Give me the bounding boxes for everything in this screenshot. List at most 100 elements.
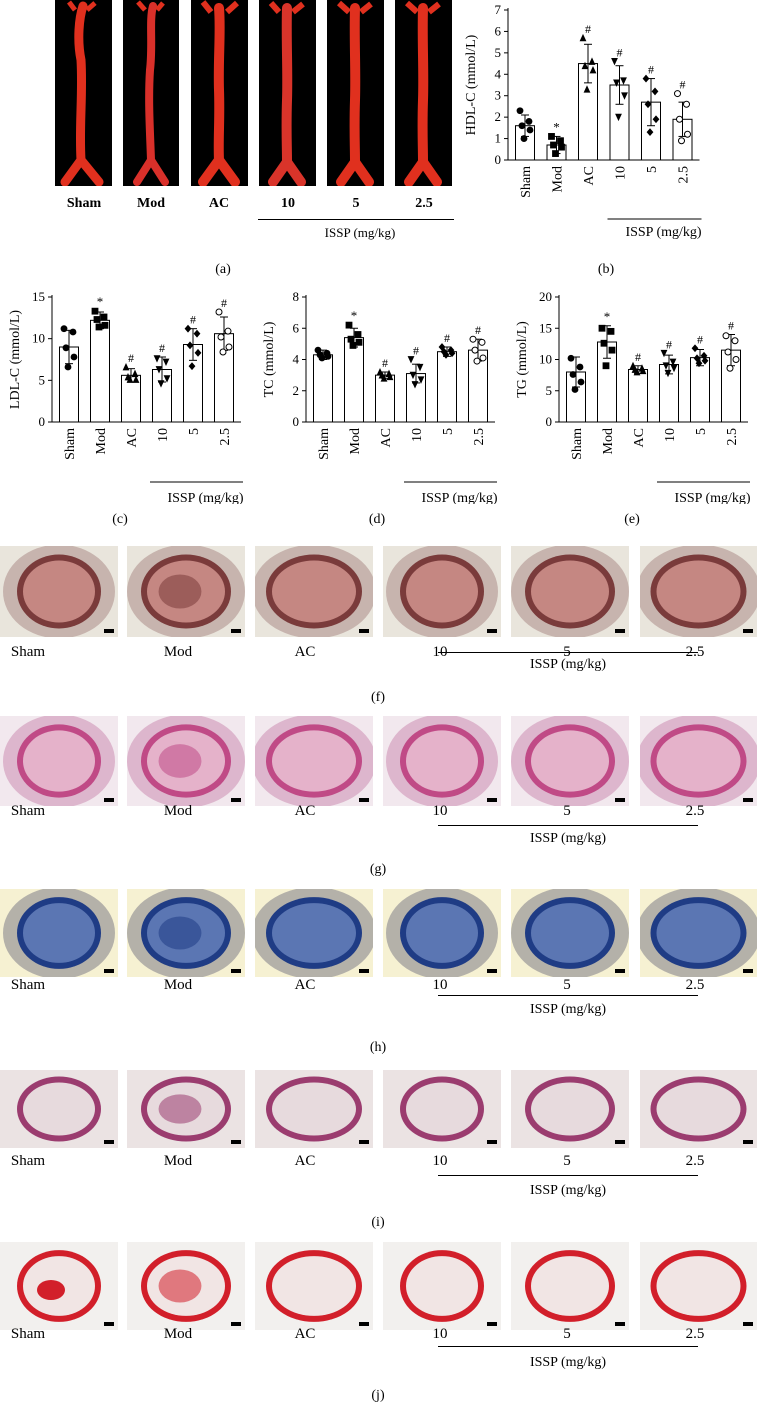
x-tick-label: 5 (187, 428, 202, 435)
scale-bar (743, 1322, 753, 1326)
data-point-c1 (416, 363, 424, 372)
data-point-c1 (607, 327, 615, 335)
x-tick-label: 10 (156, 428, 171, 442)
data-point-c1 (100, 313, 108, 321)
group-label-mod: Mod (163, 1153, 193, 1169)
y-tick-label: 0 (495, 152, 502, 167)
panel-letter-e: (e) (624, 512, 640, 527)
significance-marker: # (382, 356, 388, 370)
panel-letter-i: (i) (371, 1215, 385, 1230)
group-label-sham: Sham (10, 644, 46, 660)
plaque (37, 1280, 65, 1300)
significance-marker: # (697, 332, 703, 346)
data-point-c1 (620, 77, 627, 85)
data-point-c4 (726, 364, 734, 372)
data-point-c4 (188, 362, 196, 371)
x-tick-label: AC (632, 428, 647, 447)
scale-bar (231, 629, 241, 633)
y-tick-label: 10 (32, 331, 45, 346)
data-point-c2 (644, 100, 652, 109)
scale-bar (743, 1140, 753, 1144)
vessel-lumen (656, 1256, 741, 1316)
micrograph-h-5 (511, 889, 629, 977)
data-point-c3 (652, 115, 660, 124)
aorta-photo-sham (55, 0, 112, 186)
data-point-c1 (162, 358, 170, 366)
vessel-lumen (656, 903, 741, 963)
aorta-photo-mod (123, 0, 179, 186)
x-tick-label: AC (379, 428, 394, 447)
data-point-c4 (646, 128, 654, 137)
data-point-c2 (581, 61, 589, 70)
group-label-mod: Mod (163, 803, 193, 819)
data-point-c1 (478, 338, 486, 346)
group-label-2-5: 2.5 (415, 196, 433, 211)
group-label-2-5: 2.5 (685, 1153, 705, 1169)
data-point-c3 (132, 375, 140, 383)
vessel-lumen (406, 903, 478, 963)
data-point-c1 (669, 358, 677, 366)
group-label-ac: AC (294, 644, 316, 660)
data-point-c4 (583, 85, 591, 93)
y-axis-label: TG (mmol/L) (515, 321, 530, 398)
vessel-lumen (272, 560, 356, 623)
micrograph-i-mod (127, 1070, 245, 1148)
vessel-lumen (656, 1082, 741, 1136)
data-point-c2 (724, 348, 732, 356)
panel-letter-g: (g) (369, 862, 387, 877)
data-point-c2 (693, 354, 701, 363)
data-point-c3 (225, 343, 233, 351)
data-point-c0 (122, 363, 130, 371)
micrograph-j-10 (383, 1242, 501, 1330)
panel-letter-a: (a) (215, 262, 231, 277)
vessel-lumen (656, 730, 741, 792)
significance-marker: # (159, 341, 165, 355)
data-point-c4 (349, 342, 357, 349)
data-point-c3 (355, 338, 363, 346)
significance-marker: # (221, 296, 227, 310)
plaque (158, 744, 202, 778)
y-tick-label: 15 (32, 289, 45, 304)
data-point-c3 (479, 354, 487, 362)
micrograph-i-5 (511, 1070, 629, 1148)
data-point-c3 (526, 126, 534, 134)
x-tick-label: AC (582, 166, 597, 185)
scale-bar (487, 1140, 497, 1144)
chart-tc: 0 2 4 6 8 TC (mmol/L) Sham * Mod # AC #10 #5 #2.5 ISSP… (262, 289, 498, 504)
issp-label: ISSP (mg/kg) (529, 831, 607, 846)
micrograph-f-sham (0, 546, 118, 637)
scale-bar (104, 629, 114, 633)
data-point-c1 (576, 363, 584, 371)
y-tick-label: 0 (39, 414, 46, 429)
issp-label: ISSP (mg/kg) (674, 491, 750, 504)
data-point-c2 (676, 115, 683, 123)
scale-bar (359, 1322, 369, 1326)
y-tick-label: 6 (293, 320, 300, 335)
group-label-5: 5 (352, 196, 360, 211)
bar-mod (90, 319, 110, 423)
data-point-c4 (64, 363, 72, 371)
scale-bar (743, 629, 753, 633)
group-label-5: 5 (563, 977, 571, 993)
significance-marker: # (680, 78, 686, 92)
y-tick-label: 0 (546, 414, 553, 429)
significance-marker: # (444, 331, 450, 345)
data-point-c1 (700, 351, 708, 360)
bar-ac (375, 374, 395, 423)
group-label-sham: Sham (10, 1326, 46, 1342)
group-label-5: 5 (563, 1153, 571, 1169)
group-label-mod: Mod (163, 1326, 193, 1342)
data-point-c3 (684, 130, 691, 138)
data-point-c3 (577, 378, 585, 386)
micrograph-f-mod (127, 546, 245, 637)
aorta-photo-10 (259, 0, 316, 186)
vessel-lumen (406, 1082, 478, 1136)
panel-letter-d: (d) (368, 512, 386, 527)
scale-bar (104, 1140, 114, 1144)
group-label-sham: Sham (10, 1153, 46, 1169)
y-tick-label: 4 (495, 66, 502, 81)
data-point-c0 (60, 325, 68, 333)
data-point-c0 (660, 349, 668, 358)
significance-marker: # (648, 63, 654, 77)
scale-bar (487, 969, 497, 973)
